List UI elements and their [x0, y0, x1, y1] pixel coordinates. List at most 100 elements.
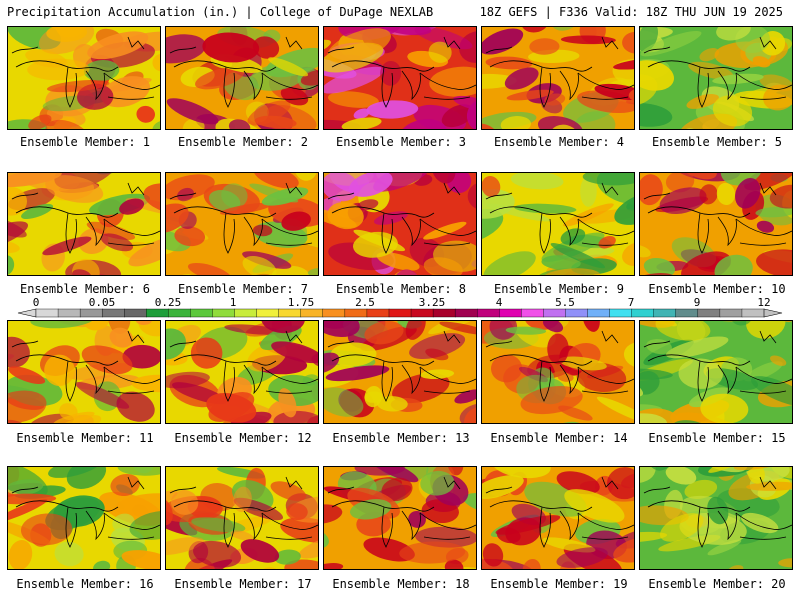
coastline — [739, 96, 787, 100]
coastline — [169, 486, 197, 494]
coastline — [601, 182, 619, 196]
precip-contour — [622, 241, 634, 266]
precip-contour — [686, 94, 719, 109]
precip-contour — [93, 560, 111, 569]
precip-contour — [510, 173, 564, 190]
coastline — [85, 364, 105, 395]
coastline — [85, 70, 105, 101]
precip-contour — [327, 202, 364, 230]
precip-contour — [398, 119, 448, 129]
coastline — [423, 536, 471, 540]
ensemble-member-map — [165, 320, 319, 424]
precip-contour — [420, 369, 455, 380]
ensemble-member-label: Ensemble Member: 12 — [174, 431, 312, 445]
precip-contour — [643, 257, 676, 275]
precip-contour — [482, 176, 501, 198]
ensemble-member-map — [323, 466, 477, 570]
precip-contour — [8, 173, 62, 188]
coastline — [697, 212, 709, 254]
coastline — [739, 390, 787, 394]
coastline — [265, 96, 313, 100]
precipitation-colorbar — [17, 308, 783, 318]
precip-contour — [556, 471, 600, 495]
precip-contour — [756, 220, 775, 233]
coastline — [489, 206, 593, 218]
precip-contour — [328, 91, 379, 108]
coastline — [261, 72, 318, 90]
precip-contour — [128, 235, 160, 267]
precip-contour — [541, 268, 601, 275]
precip-contour — [439, 321, 476, 336]
ensemble-member-label: Ensemble Member: 15 — [648, 431, 786, 445]
coastline — [65, 360, 77, 402]
coastline — [285, 36, 303, 50]
coastline — [577, 512, 634, 530]
ensemble-member-label: Ensemble Member: 13 — [332, 431, 470, 445]
precip-contour — [675, 412, 735, 423]
precip-contour — [66, 467, 107, 489]
coastline — [331, 354, 435, 366]
precip-contour — [108, 321, 131, 334]
precip-contour — [454, 389, 476, 404]
colorbar-bin — [101, 308, 125, 318]
precip-contour — [640, 244, 651, 258]
colorbar-bin — [454, 308, 478, 318]
precip-contour — [744, 361, 783, 382]
precip-contour — [504, 67, 539, 90]
precip-contour — [208, 189, 241, 212]
precip-contour — [444, 559, 464, 569]
precip-contour — [425, 348, 449, 361]
precip-contour — [273, 410, 318, 423]
precip-contour — [655, 321, 711, 341]
precip-contour — [110, 473, 140, 497]
precip-contour — [614, 191, 634, 225]
precip-contour — [374, 211, 408, 225]
precip-contour — [182, 118, 205, 129]
colorbar-bin — [234, 308, 258, 318]
precip-contour — [550, 242, 606, 269]
colorbar-tick-label: 1.75 — [287, 296, 315, 309]
precip-contour — [324, 321, 360, 338]
precip-contour — [191, 517, 246, 533]
precip-contour — [109, 327, 133, 348]
precip-contour — [640, 103, 673, 127]
precip-contour — [464, 407, 476, 423]
precip-contour — [112, 513, 135, 533]
coastline — [11, 340, 39, 348]
colorbar-bin — [499, 308, 522, 318]
coastline — [327, 192, 355, 200]
ensemble-member-map — [323, 320, 477, 424]
precip-contour — [115, 493, 160, 517]
precip-contour — [506, 89, 554, 101]
precip-contour — [613, 535, 634, 563]
coastline — [65, 212, 77, 254]
map-title: Precipitation Accumulation (in.) | Colle… — [7, 5, 434, 19]
coastline — [601, 476, 619, 490]
coastline — [173, 60, 277, 72]
colorbar-tick-label: 0.25 — [154, 296, 182, 309]
precip-contour — [514, 203, 577, 214]
precip-contour — [54, 541, 84, 567]
precip-contour — [505, 326, 547, 335]
precip-contour — [240, 539, 280, 563]
precip-contour — [482, 28, 524, 55]
colorbar-bin — [57, 308, 81, 318]
precip-contour — [8, 539, 33, 569]
coastline — [107, 242, 155, 246]
precip-contour — [300, 69, 318, 86]
precip-contour — [271, 341, 318, 364]
precip-contour — [723, 275, 773, 276]
coastline — [331, 206, 435, 218]
coastline — [485, 192, 513, 200]
precip-contour — [580, 176, 597, 207]
precip-contour — [152, 53, 160, 72]
ensemble-member-map — [639, 320, 793, 424]
precip-contour — [659, 187, 707, 214]
ensemble-member-label: Ensemble Member: 19 — [490, 577, 628, 591]
precip-contour — [280, 86, 309, 106]
coastline — [103, 512, 160, 530]
coastline — [485, 486, 513, 494]
ensemble-member-label: Ensemble Member: 7 — [177, 282, 309, 296]
coastline — [261, 218, 318, 236]
colorbar-bin — [543, 308, 566, 318]
